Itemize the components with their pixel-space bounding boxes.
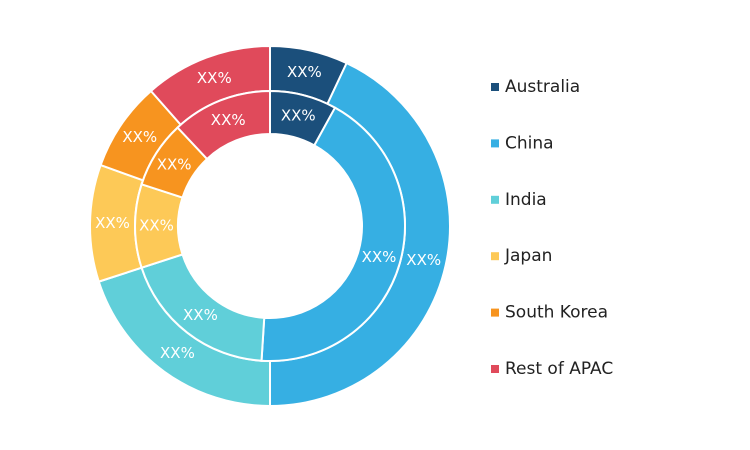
- data-label: XX%: [122, 128, 157, 146]
- data-label: XX%: [139, 217, 174, 235]
- data-label: XX%: [95, 214, 130, 232]
- legend-swatch: [491, 252, 499, 261]
- legend-label: South Korea: [505, 303, 608, 323]
- data-label: XX%: [362, 248, 397, 266]
- data-label: XX%: [157, 156, 192, 174]
- data-label: XX%: [160, 344, 195, 362]
- legend-label: Japan: [504, 246, 552, 266]
- legend-swatch: [491, 195, 499, 204]
- legend-label: Australia: [505, 77, 580, 97]
- legend-label: China: [505, 133, 554, 153]
- legend-swatch: [491, 308, 499, 317]
- data-label: XX%: [287, 63, 322, 81]
- data-label: XX%: [211, 111, 246, 129]
- legend-swatch: [491, 139, 499, 148]
- legend-swatch: [491, 83, 499, 91]
- data-label: XX%: [197, 69, 232, 87]
- legend-label: Rest of APAC: [505, 359, 613, 379]
- legend-label: India: [505, 190, 547, 210]
- data-label: XX%: [406, 251, 441, 269]
- donut-segment: [176, 89, 271, 161]
- data-label: XX%: [281, 107, 316, 125]
- legend-swatch: [491, 365, 499, 373]
- donut-segment: [260, 106, 406, 362]
- data-label: XX%: [183, 306, 218, 324]
